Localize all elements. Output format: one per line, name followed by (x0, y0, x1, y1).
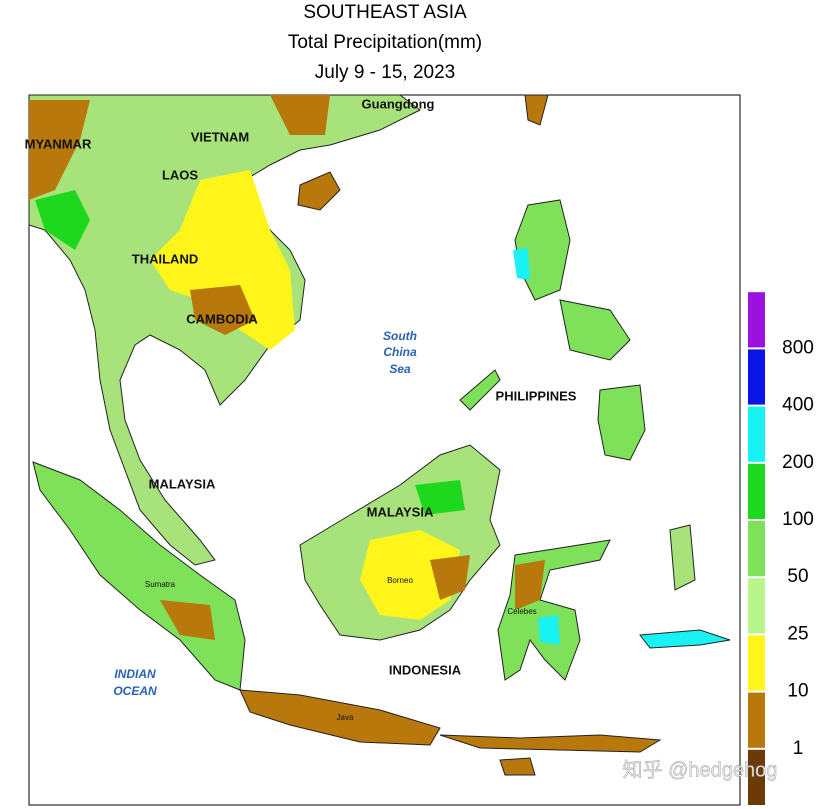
country-label: VIETNAM (191, 129, 250, 144)
dry-patch (160, 600, 215, 640)
dry-patch (270, 95, 330, 135)
island-label: Java (337, 713, 354, 722)
legend-label: 1 (793, 738, 804, 759)
country-label: INDONESIA (389, 662, 462, 677)
country-label: MALAYSIA (367, 504, 434, 519)
title: SOUTHEAST ASIA (303, 2, 467, 23)
country-label: LAOS (162, 167, 198, 182)
subtitle: Total Precipitation(mm) (288, 32, 482, 53)
country-label: THAILAND (132, 251, 198, 266)
islands (524, 94, 549, 126)
yellow-patch (150, 170, 295, 350)
legend-swatch (748, 406, 765, 462)
watermark: 知乎 @hedgehog (623, 758, 778, 781)
dry-patch (515, 560, 545, 610)
wet-patch (538, 615, 560, 645)
ocean-label: INDIAN (114, 667, 156, 681)
map (28, 94, 741, 806)
mindanao (597, 384, 646, 461)
wet-patch (415, 480, 465, 515)
legend-swatch (748, 349, 765, 405)
hainan (297, 171, 341, 211)
lesser-sunda (439, 734, 662, 753)
country-label: CAMBODIA (186, 311, 258, 326)
dry-patch (190, 285, 255, 335)
legend-label: 200 (782, 452, 814, 473)
legend-swatch (748, 463, 765, 519)
islands (669, 524, 696, 591)
dry-patch (29, 100, 90, 200)
legend-label: 25 (787, 623, 808, 644)
dry-patch (430, 555, 470, 600)
region-label: Guangdong (362, 96, 435, 111)
legend-label: 400 (782, 395, 814, 416)
visayas (559, 299, 631, 361)
legend-label: 100 (782, 509, 814, 530)
legend-swatch (748, 578, 765, 634)
island-label: Celebes (507, 607, 536, 616)
island-label: Sumatra (145, 580, 176, 589)
yellow-patch (360, 530, 460, 620)
island-label: Borneo (387, 576, 413, 585)
legend-swatch (748, 749, 765, 805)
legend: 1 10 25 50 100 200 400 800 (748, 292, 814, 805)
legend-label: 800 (782, 337, 814, 358)
islands (639, 629, 731, 649)
sea-label: Sea (389, 362, 411, 376)
legend-swatch (748, 635, 765, 691)
country-label: PHILIPPINES (496, 388, 577, 403)
legend-label: 50 (787, 566, 808, 587)
country-label: MALAYSIA (149, 476, 216, 491)
wet-patch (35, 190, 90, 250)
sea-label: South (383, 329, 417, 343)
java (239, 689, 441, 746)
islands (499, 757, 536, 776)
legend-label: 10 (787, 681, 808, 702)
country-label: MYANMAR (25, 136, 92, 151)
legend-swatch (748, 521, 765, 577)
sea-label: China (383, 345, 417, 359)
legend-swatch (748, 692, 765, 748)
wet-patch (513, 248, 530, 280)
date: July 9 - 15, 2023 (315, 62, 455, 83)
ocean-label: OCEAN (113, 684, 157, 698)
palawan (459, 369, 501, 411)
map-labels: Guangdong MYANMAR VIETNAM LAOS THAILAND … (25, 96, 577, 722)
legend-swatch (748, 292, 765, 348)
